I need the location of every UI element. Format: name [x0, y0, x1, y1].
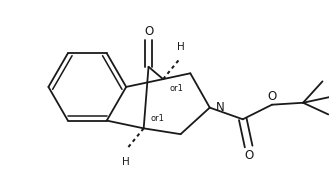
Text: O: O [244, 149, 253, 162]
Text: or1: or1 [151, 114, 164, 123]
Text: or1: or1 [170, 84, 184, 93]
Text: O: O [267, 90, 277, 103]
Text: H: H [122, 157, 130, 167]
Text: N: N [215, 101, 224, 114]
Text: O: O [144, 25, 153, 38]
Text: H: H [177, 42, 184, 52]
